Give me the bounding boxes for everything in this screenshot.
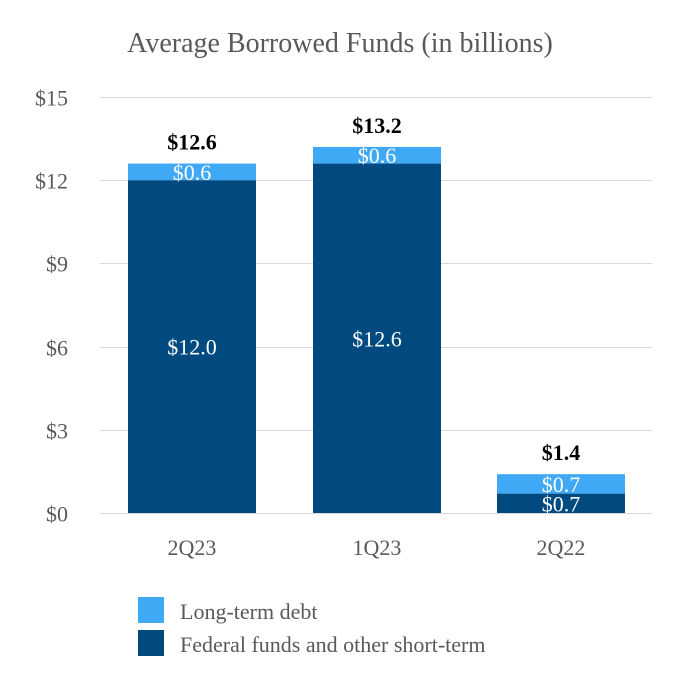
bar-segment <box>313 146 441 164</box>
bar-segment <box>128 180 256 513</box>
bars <box>128 146 625 513</box>
data-label: $12.6 <box>352 326 402 351</box>
legend-label-federal-funds: Federal funds and other short-term <box>180 632 485 657</box>
bar-segment <box>497 493 625 513</box>
x-axis-ticks: 2Q23 1Q23 2Q22 <box>168 535 586 560</box>
data-label: $0.6 <box>358 143 397 168</box>
x-tick-label: 2Q23 <box>168 535 217 560</box>
y-tick-label: $3 <box>46 419 68 444</box>
bar-segment <box>313 163 441 513</box>
bar-segment <box>497 474 625 494</box>
data-label: $0.7 <box>542 472 581 497</box>
x-tick-label: 1Q23 <box>353 535 402 560</box>
bar-segment <box>128 163 256 181</box>
y-axis-ticks: $0 $3 $6 $9 $12 $15 <box>35 86 68 527</box>
legend: Long-term debt Federal funds and other s… <box>138 597 485 657</box>
data-label: $12.0 <box>167 335 217 360</box>
y-tick-label: $6 <box>46 336 68 361</box>
chart-title: Average Borrowed Funds (in billions) <box>127 28 553 59</box>
y-tick-label: $0 <box>46 502 68 527</box>
legend-swatch-federal-funds <box>138 630 164 656</box>
legend-label-long-term-debt: Long-term debt <box>180 599 317 624</box>
data-label: $0.7 <box>542 491 581 516</box>
x-tick-label: 2Q22 <box>537 535 586 560</box>
legend-swatch-long-term-debt <box>138 597 164 623</box>
total-label: $13.2 <box>352 113 402 138</box>
y-tick-label: $15 <box>35 86 68 111</box>
data-label: $0.6 <box>173 160 212 185</box>
total-label: $1.4 <box>542 440 581 465</box>
bar-labels: $12.0 $0.6 $12.6 $12.6 $0.6 $13.2 $0.7$0.7 $1.4 <box>167 113 580 516</box>
total-label: $12.6 <box>167 130 217 155</box>
y-tick-label: $9 <box>46 252 68 277</box>
y-tick-label: $12 <box>35 169 68 194</box>
